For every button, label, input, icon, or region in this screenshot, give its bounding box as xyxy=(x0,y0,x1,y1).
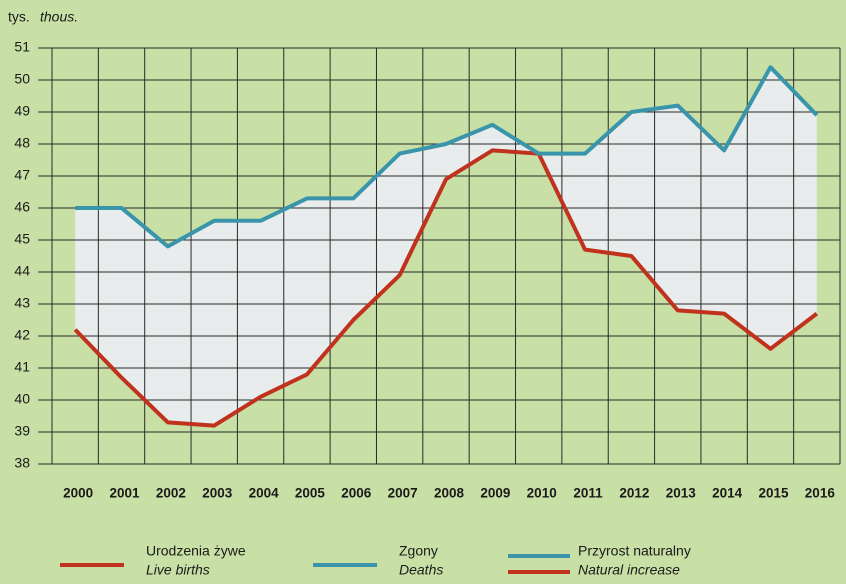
y-tick-label: 45 xyxy=(14,231,30,247)
legend-label-en: Live births xyxy=(146,562,210,578)
x-tick-label: 2005 xyxy=(295,486,326,501)
series-line xyxy=(73,148,819,428)
x-tick-label: 2002 xyxy=(156,486,186,501)
y-tick-label: 43 xyxy=(14,295,30,311)
x-tick-label: 2004 xyxy=(249,486,280,501)
x-tick-label: 2012 xyxy=(619,486,649,501)
y-tick-label: 38 xyxy=(14,455,30,471)
x-tick-label: 2007 xyxy=(388,486,418,501)
y-tick-label: 46 xyxy=(14,199,30,215)
legend-label: Zgony xyxy=(399,543,438,559)
x-tick-label: 2014 xyxy=(712,486,743,501)
y-axis-label-en: thous. xyxy=(40,9,78,25)
x-tick-label: 2001 xyxy=(110,486,141,501)
y-tick-label: 51 xyxy=(14,39,30,55)
y-tick-label: 50 xyxy=(14,71,30,87)
y-tick-label: 42 xyxy=(14,327,30,343)
x-tick-label: 2000 xyxy=(63,486,93,501)
y-tick-label: 48 xyxy=(14,135,30,151)
x-tick-label: 2006 xyxy=(341,486,372,501)
x-tick-label: 2009 xyxy=(480,486,510,501)
legend-label-en: Natural increase xyxy=(578,562,680,578)
series-line xyxy=(75,65,819,249)
x-tick-label: 2010 xyxy=(527,486,557,501)
x-tick-label: 2013 xyxy=(666,486,697,501)
x-tick-label: 2003 xyxy=(202,486,233,501)
y-tick-label: 49 xyxy=(14,103,30,119)
y-tick-label: 40 xyxy=(14,391,30,407)
y-tick-label: 41 xyxy=(14,359,30,375)
legend-label: Przyrost naturalny xyxy=(578,543,691,559)
y-tick-label: 44 xyxy=(14,263,30,279)
y-tick-label: 39 xyxy=(14,423,30,439)
x-tick-label: 2008 xyxy=(434,486,465,501)
y-tick-label: 47 xyxy=(14,167,30,183)
x-tick-label: 2016 xyxy=(805,486,836,501)
y-axis-label: tys. xyxy=(8,9,30,25)
legend-label: Urodzenia żywe xyxy=(146,543,246,559)
x-tick-label: 2015 xyxy=(758,486,789,501)
x-tick-label: 2011 xyxy=(573,486,603,501)
legend-label-en: Deaths xyxy=(399,562,443,578)
